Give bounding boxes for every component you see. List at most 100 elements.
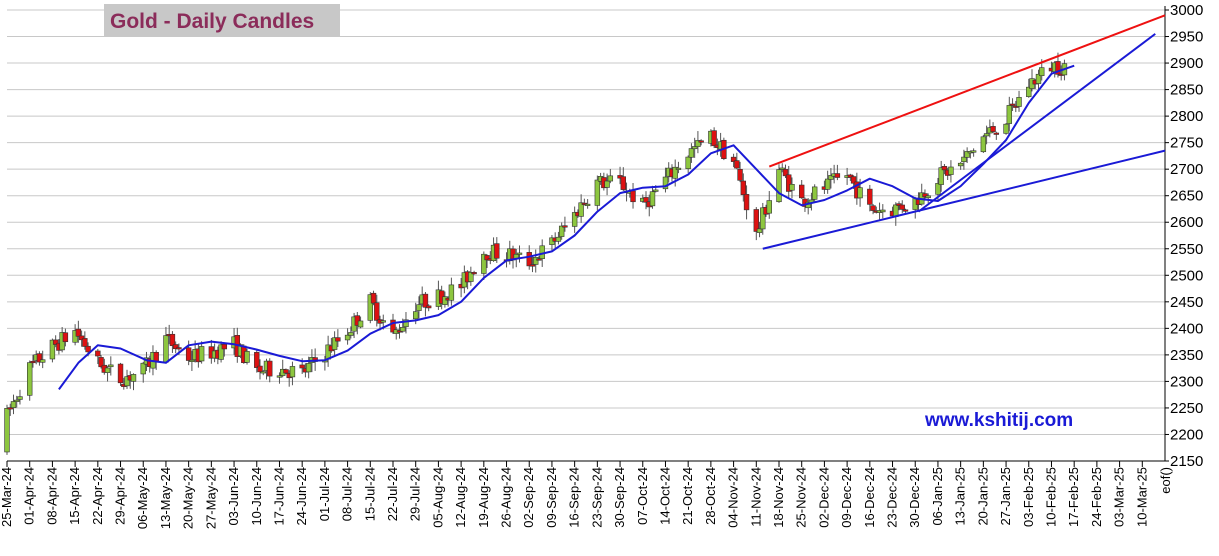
candle-up — [828, 175, 834, 180]
candle-up — [14, 399, 20, 402]
candle-down — [529, 264, 536, 267]
y-tick-label: 2900 — [1170, 55, 1203, 72]
candle-up — [108, 364, 114, 368]
moving-average — [58, 64, 1075, 390]
candle-up — [416, 304, 422, 311]
x-tick-label: 02-Dec-24 — [816, 467, 831, 528]
candle-up — [964, 151, 970, 158]
candle-down — [172, 344, 179, 350]
candle-down — [698, 140, 704, 143]
x-tick-label: 29-Jul-24 — [408, 467, 423, 521]
candle-up — [688, 148, 695, 158]
candle-up — [925, 195, 931, 199]
candle-down — [896, 203, 902, 206]
x-tick-label: 18-Nov-24 — [771, 467, 786, 528]
x-axis: 25-Mar-24 01-Apr-24 08-Apr-24 15-Apr-24 22-A… — [0, 461, 1149, 529]
candle-up — [1006, 105, 1013, 124]
candle-up — [533, 257, 539, 265]
candle-down — [786, 174, 792, 192]
candle-up — [413, 311, 419, 320]
x-tick-label: 09-Sep-24 — [544, 467, 559, 528]
candle-up — [961, 156, 967, 163]
x-tick-label: 03-Jun-24 — [226, 467, 241, 526]
candle-up — [789, 184, 795, 191]
candle-up — [584, 203, 591, 206]
y-tick-label: 2400 — [1170, 320, 1203, 337]
candle-up — [594, 179, 601, 206]
candle-down — [526, 252, 532, 267]
y-tick-label: 2550 — [1170, 241, 1203, 258]
candle-down — [30, 360, 36, 364]
x-tick-label: 15-Apr-24 — [67, 467, 82, 525]
x-tick-label: 17-Feb-25 — [1066, 467, 1081, 527]
candle-up — [555, 236, 562, 242]
x-tick-label: 26-Aug-24 — [499, 467, 514, 528]
x-tick-label: 12-Aug-24 — [453, 467, 468, 528]
x-tick-label: 09-Dec-24 — [839, 467, 854, 528]
candle-up — [403, 319, 409, 328]
y-tick-label: 2300 — [1170, 373, 1203, 390]
candle-down — [899, 204, 905, 210]
candle-up — [260, 371, 266, 374]
candle-down — [737, 169, 743, 181]
candle-up — [983, 133, 990, 137]
candle-up — [571, 212, 578, 227]
candle-up — [779, 167, 785, 170]
candle-up — [289, 366, 296, 378]
candle-down — [1009, 103, 1016, 106]
candle-up — [880, 209, 886, 213]
x-tick-label: 15-Jul-24 — [362, 467, 377, 521]
candle-down — [799, 184, 805, 199]
x-tick-label: 10-Feb-25 — [1043, 467, 1058, 527]
candle-down — [95, 350, 101, 357]
candle-down — [221, 343, 228, 350]
candle-up — [10, 401, 17, 408]
candle-down — [425, 305, 432, 309]
x-tick-label: 24-Jun-24 — [294, 467, 309, 526]
candle-down — [753, 209, 759, 232]
candle-down — [374, 302, 380, 321]
y-tick-label: 2700 — [1170, 161, 1203, 178]
candle-down — [176, 347, 182, 350]
candle-down — [494, 243, 500, 259]
chart-title-group: Gold - Daily Candles — [104, 4, 340, 36]
candle-up — [539, 245, 545, 259]
y-tick-label: 2600 — [1170, 214, 1203, 231]
candle-down — [743, 194, 750, 211]
candle-up — [662, 176, 669, 190]
x-tick-label: 13-Jan-25 — [953, 467, 968, 526]
candle-up — [756, 228, 763, 233]
x-tick-label: 19-Aug-24 — [476, 467, 491, 528]
candle-up — [481, 253, 487, 274]
candle-down — [185, 347, 192, 361]
candle-down — [630, 190, 636, 203]
candle-down — [267, 360, 273, 377]
candle-up — [344, 334, 351, 341]
y-tick-label: 2750 — [1170, 135, 1203, 152]
candle-down — [257, 365, 263, 373]
candle-down — [7, 407, 13, 410]
candle-up — [331, 337, 338, 350]
candle-up — [380, 320, 386, 323]
x-tick-label: 11-Nov-24 — [748, 467, 763, 527]
candle-down — [1055, 61, 1061, 75]
candle-down — [850, 176, 857, 184]
candle-down — [870, 205, 876, 211]
x-tick-label: 01-Apr-24 — [22, 467, 37, 525]
candle-up — [1026, 86, 1032, 97]
x-tick-label: 04-Nov-24 — [726, 467, 741, 528]
candle-up — [857, 187, 863, 199]
y-tick-label: 2850 — [1170, 82, 1203, 99]
candle-up — [675, 167, 682, 170]
candle-up — [578, 202, 584, 217]
y-tick-label: 2650 — [1170, 188, 1203, 205]
candle-down — [941, 166, 948, 171]
candle-down — [283, 369, 289, 374]
x-tick-label: 13-May-24 — [158, 467, 173, 529]
candle-up — [766, 200, 772, 214]
x-tick-label: 06-May-24 — [135, 467, 150, 529]
candle-down — [62, 332, 69, 343]
x-tick-label: 27-May-24 — [203, 467, 218, 529]
